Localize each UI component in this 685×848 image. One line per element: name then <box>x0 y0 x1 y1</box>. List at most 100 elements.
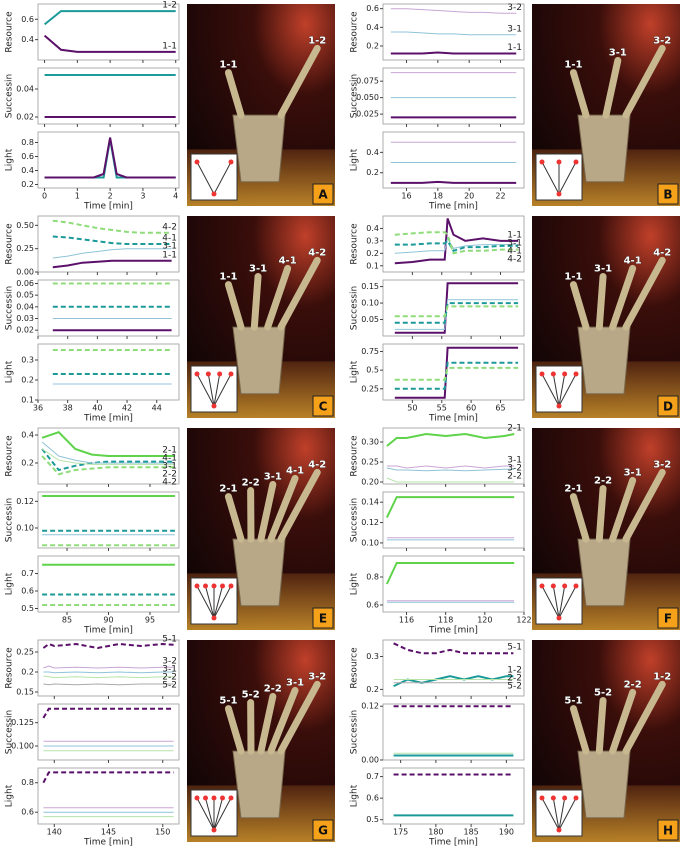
x-tick-label: 150 <box>155 828 170 837</box>
branch <box>569 281 590 331</box>
y-tick-label: 0.25 <box>361 458 379 467</box>
series-label: 4-2 <box>162 478 177 488</box>
series-label: 5-2 <box>162 681 177 691</box>
x-tick-label: 1 <box>75 192 80 201</box>
branch <box>622 680 666 755</box>
series-label: 3-1 <box>162 665 177 675</box>
tree-node <box>550 795 556 801</box>
branch-label: 3-1 <box>249 264 267 275</box>
y-axis-label: Light <box>350 360 360 383</box>
series-line <box>390 180 517 184</box>
tree-edge <box>558 797 577 831</box>
branch <box>569 69 590 119</box>
branch <box>277 468 321 543</box>
y-tick-label: 0.05 <box>361 315 379 324</box>
tree-node <box>211 191 217 197</box>
letter-box <box>312 607 334 629</box>
branch-label: 2-1 <box>219 484 237 495</box>
series-line <box>386 467 515 472</box>
series-line <box>42 707 174 719</box>
y-axis-label: Successin <box>350 286 360 330</box>
branch <box>277 44 321 119</box>
series-label: 3-1 <box>507 456 522 466</box>
tree-node <box>211 583 217 589</box>
series-label: 2-2 <box>507 674 522 684</box>
series-line <box>44 137 176 179</box>
branch-label: 4-1 <box>286 465 304 476</box>
y-axis-label: Successin <box>350 498 360 542</box>
series-label: 3-1 <box>507 24 522 34</box>
y-tick-label: 0.125 <box>11 718 34 727</box>
series-line <box>394 302 519 324</box>
series-line <box>394 361 519 390</box>
photo: 1-1 3-1 4-1 4-2 C <box>187 216 335 418</box>
branch-label: 2-2 <box>242 478 260 489</box>
series-line <box>394 237 519 254</box>
y-tick-label: 0.5 <box>21 604 34 613</box>
tree-node <box>573 583 579 589</box>
branch <box>622 44 666 119</box>
y-tick-label: 0.10 <box>361 299 379 308</box>
series-label: 1-2 <box>162 1 177 11</box>
y-axis-label: Successin <box>5 286 15 330</box>
branch-label: 5-2 <box>242 690 260 701</box>
branch <box>257 480 277 543</box>
y-axis-label: Successin <box>5 498 15 542</box>
panel-letter: B <box>663 188 672 202</box>
y-tick-label: 0.6 <box>366 4 379 13</box>
tree-node <box>211 795 217 801</box>
branch-label: 3-1 <box>624 467 642 478</box>
tree-node <box>228 159 234 165</box>
plot-frame <box>37 427 180 485</box>
y-tick-label: 0.4 <box>366 224 379 233</box>
plot-frame <box>37 767 180 825</box>
y-tick-label: 0.4 <box>366 23 379 32</box>
series-label: 5-2 <box>507 682 522 692</box>
tree-node <box>556 827 562 833</box>
series-line <box>41 431 175 457</box>
tree-edge <box>558 585 566 619</box>
series-line <box>390 31 517 36</box>
panel-letter: C <box>319 400 328 414</box>
branch-label: 3-2 <box>653 35 671 46</box>
x-axis-label: Time [min] <box>83 414 133 424</box>
y-tick-label: 0.6 <box>366 601 379 610</box>
branch-label: 4-2 <box>308 459 326 470</box>
tree-node <box>220 795 225 801</box>
y-tick-label: 0.25 <box>361 384 379 393</box>
branch <box>609 264 637 331</box>
letter-box <box>312 183 334 205</box>
branch-label: 3-1 <box>286 677 304 688</box>
x-tick-label: 120 <box>477 616 492 625</box>
tree-edge <box>552 585 560 619</box>
plot-frame <box>382 703 525 761</box>
y-axis-label: Resource <box>5 223 15 265</box>
branch-label: 4-2 <box>308 247 326 258</box>
y-axis-label: Successin <box>350 710 360 754</box>
y-tick-label: 0.6 <box>21 15 34 24</box>
tree-node <box>539 795 545 801</box>
y-tick-label: 0.20 <box>361 478 379 487</box>
series-label: 1-1 <box>162 41 177 51</box>
plot-frame <box>382 67 525 125</box>
x-tick-label: 3 <box>140 192 145 201</box>
y-axis-label: Resource <box>5 435 15 477</box>
panel-letter: G <box>318 824 328 838</box>
tree-node <box>205 371 211 377</box>
tree-edge <box>552 373 560 407</box>
tree-edge <box>213 797 232 831</box>
series-line <box>42 642 174 650</box>
y-tick-label: 0.00 <box>361 756 379 765</box>
series-line <box>394 282 519 334</box>
series-label: 5-1 <box>162 634 177 644</box>
branch-label: 2-2 <box>624 679 642 690</box>
tree-edge <box>213 797 223 831</box>
y-tick-label: 0.4 <box>21 35 34 44</box>
plot-frame <box>37 215 180 273</box>
plot-frame <box>37 279 180 337</box>
x-tick-label: 55 <box>437 404 447 413</box>
tree-edge <box>196 373 215 407</box>
series-label: 3-2 <box>507 464 522 474</box>
tree-node <box>556 615 562 621</box>
series-label: 4-1 <box>162 234 177 244</box>
